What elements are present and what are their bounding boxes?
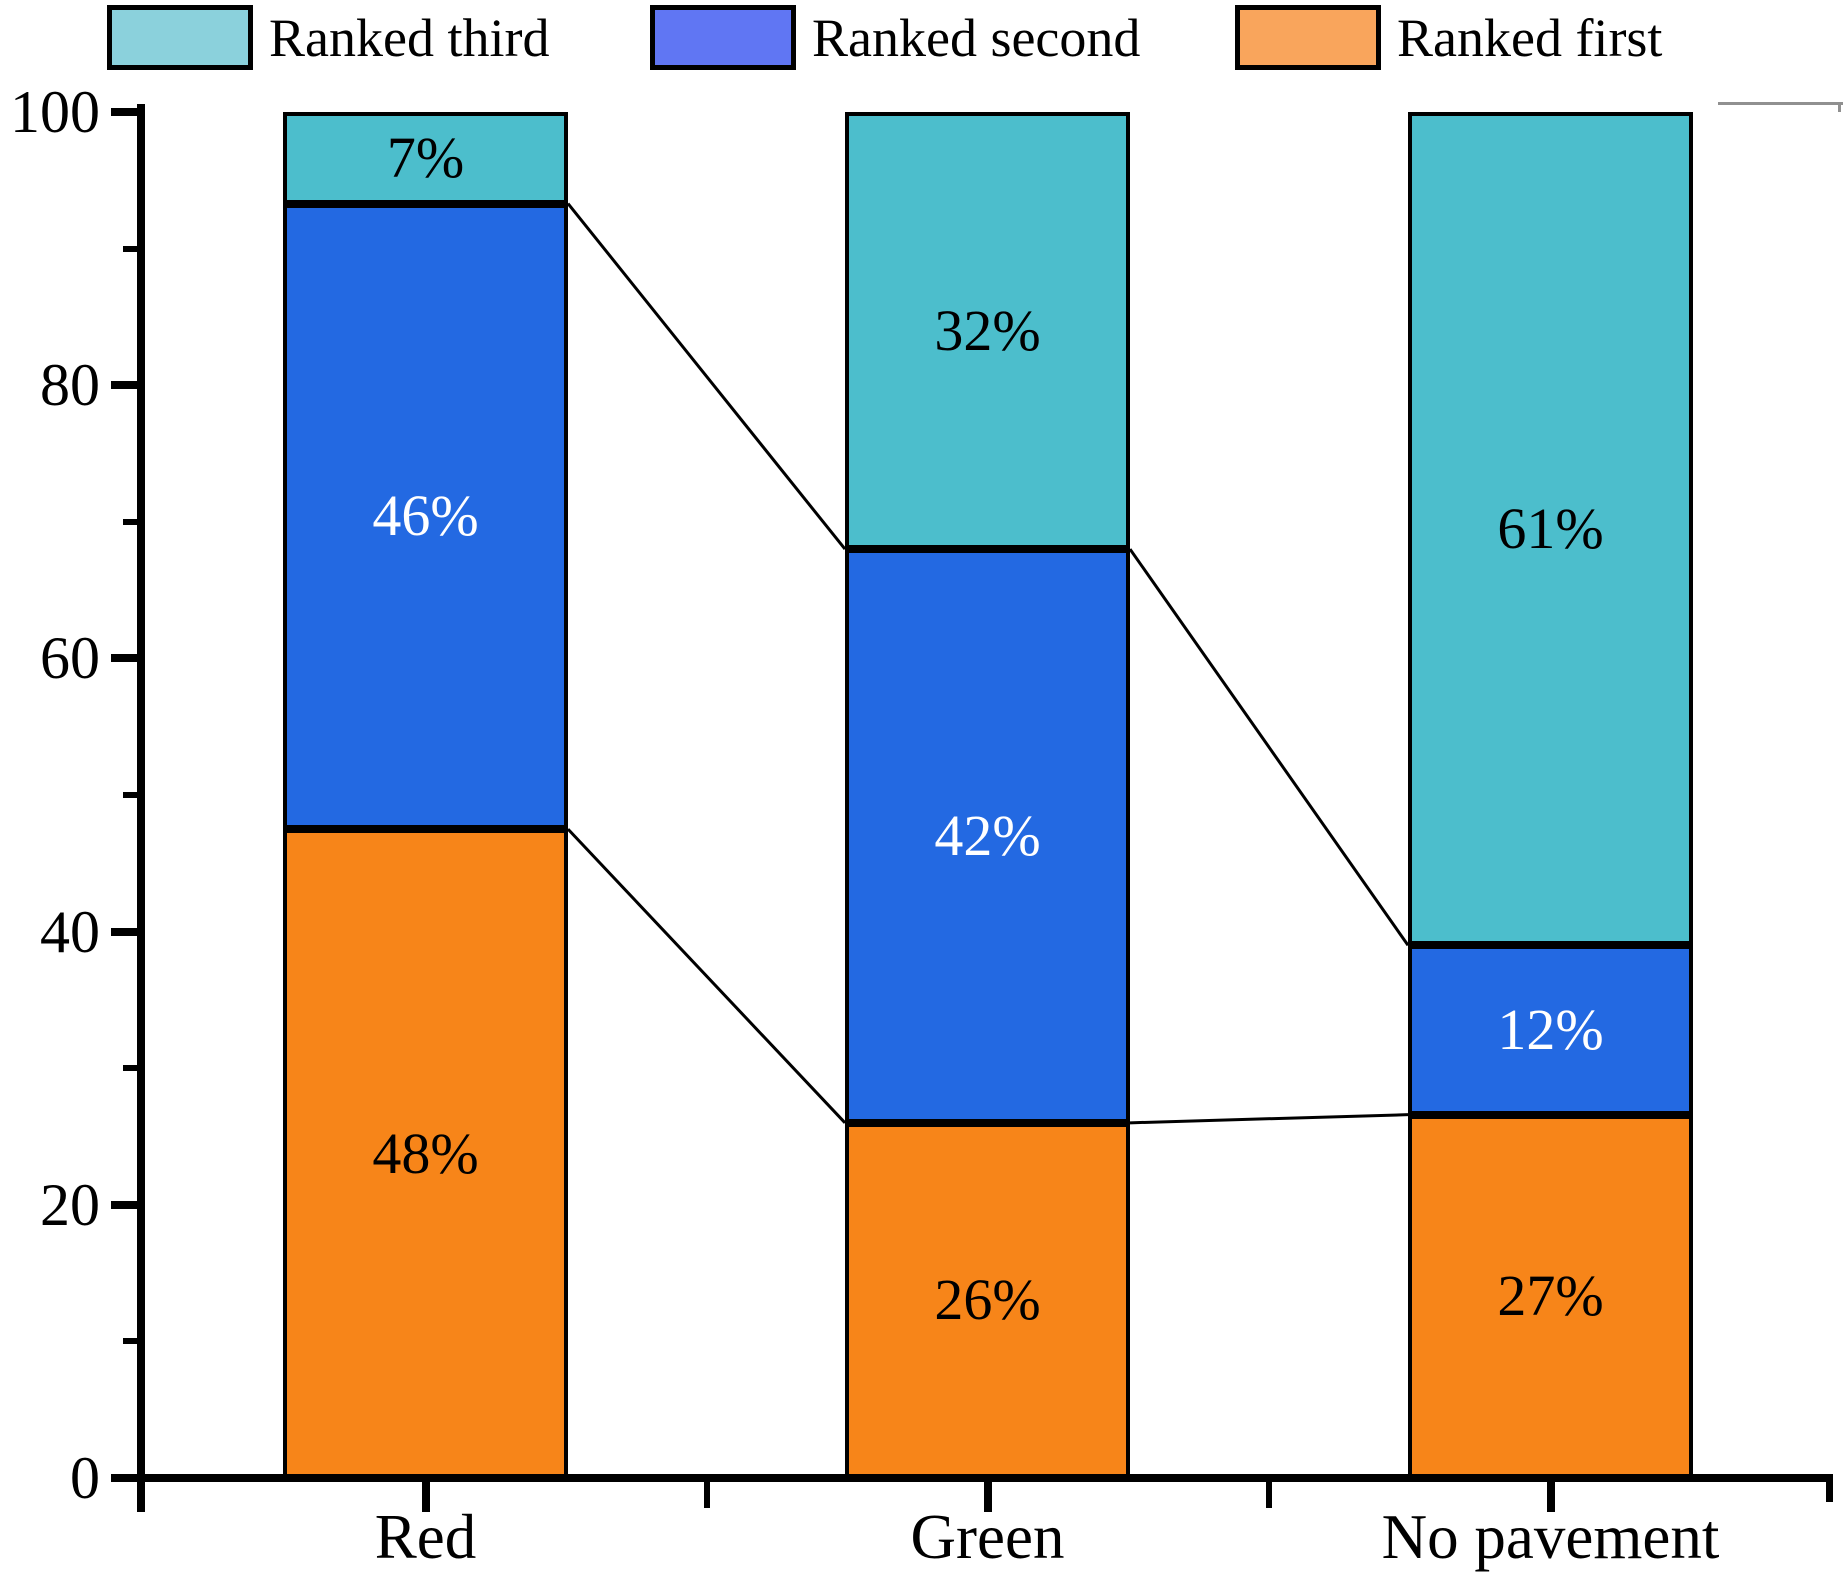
bar-segment (845, 112, 1130, 550)
legend-swatch-ranked-second (650, 5, 796, 70)
bar-segment (845, 1122, 1130, 1478)
bar-segment (1408, 945, 1693, 1115)
bar-segment (283, 203, 568, 830)
y-minor-tick (123, 1338, 137, 1345)
segment-value-label: 27% (1497, 1263, 1604, 1329)
y-major-tick (111, 654, 137, 663)
segment-value-label: 61% (1497, 495, 1604, 561)
y-axis-line (137, 104, 145, 1482)
x-major-tick (421, 1482, 430, 1512)
frame-artifact-line (1718, 102, 1843, 105)
y-minor-tick (123, 245, 137, 252)
y-tick-label: 0 (70, 1445, 100, 1511)
x-axis-line (111, 1474, 1833, 1482)
x-minor-tick (1266, 1482, 1272, 1508)
legend-swatch-ranked-first (1235, 5, 1381, 70)
legend-label-ranked-second: Ranked second (812, 7, 1141, 68)
connector-line (1128, 548, 1410, 947)
segment-value-label: 48% (372, 1120, 479, 1186)
legend-entry-ranked-third: Ranked third (107, 5, 549, 70)
segment-value-label: 26% (934, 1267, 1041, 1333)
bar-segment (1408, 1114, 1693, 1478)
x-major-tick (1546, 1482, 1555, 1512)
y-major-tick (111, 1200, 137, 1209)
frame-artifact-tick (1838, 102, 1841, 112)
legend-label-ranked-first: Ranked first (1397, 7, 1663, 68)
segment-value-label: 32% (934, 297, 1041, 363)
y-tick-label: 60 (40, 625, 100, 692)
y-tick-label: 100 (10, 79, 100, 145)
y-minor-tick (123, 518, 137, 525)
segment-value-label: 46% (372, 483, 479, 549)
bar-segment (283, 829, 568, 1478)
segment-value-label: 7% (386, 124, 465, 190)
y-major-tick (111, 927, 137, 936)
y-tick-label: 20 (40, 1171, 100, 1238)
y-major-tick (111, 381, 137, 390)
legend-entry-ranked-second: Ranked second (650, 5, 1140, 70)
connector-line (566, 202, 847, 551)
category-label: Green (910, 1502, 1065, 1572)
y-major-tick (111, 108, 137, 116)
category-label: No pavement (1381, 1502, 1720, 1572)
legend-label-ranked-third: Ranked third (269, 7, 550, 68)
y-minor-tick (123, 792, 137, 798)
y-tick-label: 40 (40, 898, 100, 965)
y-tick-label: 80 (40, 352, 100, 419)
connector-line (566, 828, 847, 1124)
bar-segment (283, 112, 568, 204)
x-minor-tick (703, 1482, 710, 1508)
category-label: Red (374, 1502, 477, 1572)
segment-value-label: 42% (934, 802, 1041, 868)
bar-segment (1408, 112, 1693, 946)
legend-swatch-ranked-third (107, 5, 253, 70)
bar-segment (845, 549, 1130, 1123)
y-minor-tick (123, 1065, 137, 1072)
connector-line (1129, 1113, 1409, 1125)
x-origin-tick (137, 1482, 145, 1512)
x-axis-end-tick (1826, 1474, 1833, 1502)
segment-value-label: 12% (1497, 996, 1604, 1062)
x-major-tick (983, 1482, 992, 1512)
legend-entry-ranked-first: Ranked first (1235, 5, 1662, 70)
